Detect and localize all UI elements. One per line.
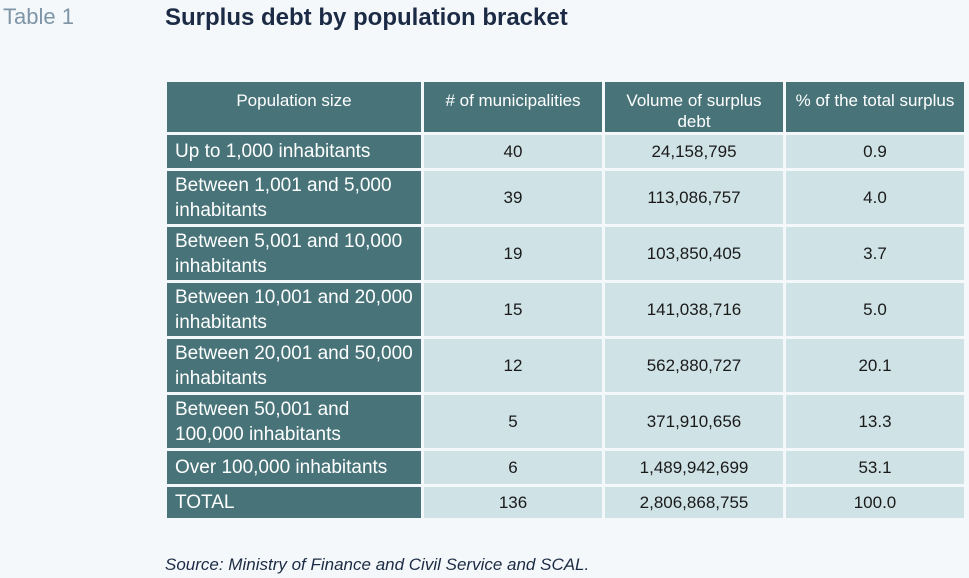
volume-cell: 562,880,727 (605, 339, 783, 392)
percent-total-cell: 100.0 (786, 487, 964, 518)
total-label-cell: TOTAL (167, 487, 421, 518)
volume-cell: 24,158,795 (605, 135, 783, 168)
percent-cell: 3.7 (786, 227, 964, 280)
percent-cell: 13.3 (786, 395, 964, 448)
volume-cell: 103,850,405 (605, 227, 783, 280)
table-row: Between 50,001 and 100,000 inhabitants 5… (167, 395, 964, 448)
municipalities-cell: 5 (424, 395, 602, 448)
table-row: Between 20,001 and 50,000 inhabitants 12… (167, 339, 964, 392)
header-volume-surplus-debt: Volume of surplus debt (605, 82, 783, 132)
surplus-debt-table: Population size # of municipalities Volu… (164, 79, 967, 521)
volume-cell: 1,489,942,699 (605, 451, 783, 484)
percent-cell: 53.1 (786, 451, 964, 484)
municipalities-cell: 40 (424, 135, 602, 168)
population-bracket-cell: Between 5,001 and 10,000 inhabitants (167, 227, 421, 280)
population-bracket-cell: Up to 1,000 inhabitants (167, 135, 421, 168)
percent-cell: 4.0 (786, 171, 964, 224)
percent-cell: 0.9 (786, 135, 964, 168)
municipalities-cell: 6 (424, 451, 602, 484)
table-total-row: TOTAL 136 2,806,868,755 100.0 (167, 487, 964, 518)
population-bracket-cell: Between 50,001 and 100,000 inhabitants (167, 395, 421, 448)
municipalities-cell: 15 (424, 283, 602, 336)
population-bracket-cell: Between 1,001 and 5,000 inhabitants (167, 171, 421, 224)
table-number-label: Table 1 (3, 4, 74, 29)
percent-cell: 5.0 (786, 283, 964, 336)
municipalities-total-cell: 136 (424, 487, 602, 518)
header-population-size: Population size (167, 82, 421, 132)
population-bracket-cell: Between 20,001 and 50,000 inhabitants (167, 339, 421, 392)
volume-cell: 113,086,757 (605, 171, 783, 224)
municipalities-cell: 19 (424, 227, 602, 280)
table-row: Up to 1,000 inhabitants 40 24,158,795 0.… (167, 135, 964, 168)
table-header-row: Population size # of municipalities Volu… (167, 82, 964, 132)
volume-cell: 141,038,716 (605, 283, 783, 336)
table-row: Between 5,001 and 10,000 inhabitants 19 … (167, 227, 964, 280)
source-note: Source: Ministry of Finance and Civil Se… (165, 555, 590, 574)
header-municipalities: # of municipalities (424, 82, 602, 132)
volume-cell: 371,910,656 (605, 395, 783, 448)
population-bracket-cell: Over 100,000 inhabitants (167, 451, 421, 484)
table-title: Surplus debt by population bracket (165, 4, 568, 31)
population-bracket-cell: Between 10,001 and 20,000 inhabitants (167, 283, 421, 336)
percent-cell: 20.1 (786, 339, 964, 392)
table-row: Between 1,001 and 5,000 inhabitants 39 1… (167, 171, 964, 224)
table-row: Between 10,001 and 20,000 inhabitants 15… (167, 283, 964, 336)
municipalities-cell: 39 (424, 171, 602, 224)
volume-total-cell: 2,806,868,755 (605, 487, 783, 518)
header-percent-total-surplus: % of the total surplus (786, 82, 964, 132)
municipalities-cell: 12 (424, 339, 602, 392)
table-row: Over 100,000 inhabitants 6 1,489,942,699… (167, 451, 964, 484)
